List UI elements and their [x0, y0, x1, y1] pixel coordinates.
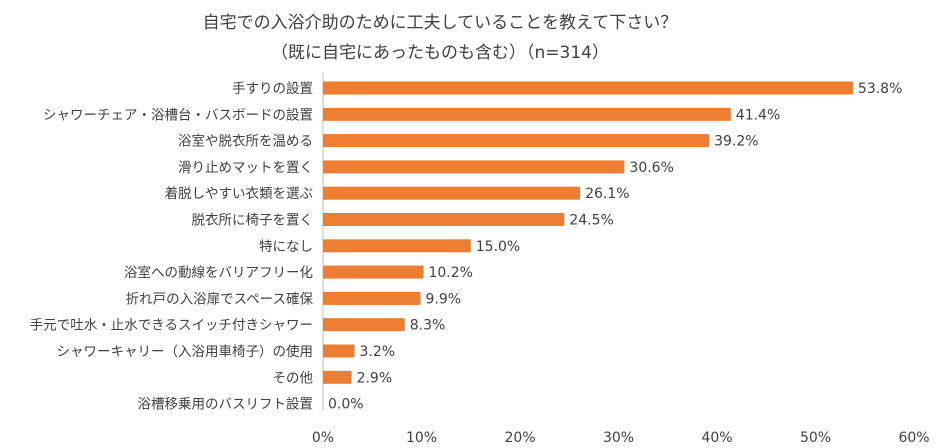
- chart-subtitle: （既に自宅にあったものも含む）（n=314）: [271, 43, 609, 63]
- category-label: 手元で吐水・止水できるスイッチ付きシャワー: [30, 318, 313, 334]
- category-label: 特になし: [259, 239, 313, 255]
- bar: [323, 134, 710, 148]
- category-label: その他: [273, 370, 314, 386]
- value-label: 9.9%: [426, 291, 462, 307]
- x-tick-label: 20%: [504, 430, 535, 446]
- bar: [323, 318, 405, 332]
- value-label: 2.9%: [357, 370, 393, 386]
- x-tick-label: 60%: [898, 430, 929, 446]
- value-label: 24.5%: [569, 213, 613, 229]
- category-label: 浴槽移乗用のバスリフト設置: [138, 397, 314, 413]
- value-label: 39.2%: [714, 134, 758, 150]
- chart-title: 自宅での入浴介助のために工夫していることを教えて下さい？: [202, 13, 678, 33]
- value-label: 53.8%: [858, 81, 902, 97]
- value-label: 0.0%: [328, 397, 364, 413]
- value-label: 30.6%: [629, 160, 673, 176]
- category-label: 滑り止めマットを置く: [178, 160, 313, 176]
- category-label: シャワーキャリー（入浴用車椅子）の使用: [57, 343, 314, 360]
- x-tick-label: 40%: [701, 430, 732, 446]
- bar: [323, 81, 853, 95]
- x-tick-label: 50%: [800, 430, 831, 446]
- x-tick-label: 0%: [312, 430, 334, 446]
- bar: [323, 213, 565, 226]
- bar: [323, 239, 471, 253]
- category-label: 脱衣所に椅子を置く: [192, 213, 314, 229]
- value-label: 10.2%: [428, 265, 472, 281]
- category-label: 折れ戸の入浴扉でスペース確保: [126, 291, 314, 307]
- bar: [323, 186, 581, 200]
- category-label: 手すりの設置: [232, 81, 313, 97]
- value-label: 8.3%: [410, 318, 446, 334]
- category-label: 浴室への動線をバリアフリー化: [124, 264, 313, 281]
- value-label: 15.0%: [476, 239, 520, 255]
- value-label: 26.1%: [585, 186, 629, 202]
- value-label: 41.4%: [736, 107, 780, 123]
- bar: [323, 291, 421, 305]
- bar: [323, 107, 731, 121]
- x-tick-label: 10%: [406, 430, 437, 446]
- value-label: 3.2%: [360, 344, 396, 360]
- bar: [323, 265, 424, 279]
- bar: [323, 160, 625, 174]
- category-label: シャワーチェア・浴槽台・バスボードの設置: [43, 107, 313, 123]
- bar: [323, 344, 355, 358]
- x-tick-label: 30%: [603, 430, 634, 446]
- category-label: 着脱しやすい衣類を選ぶ: [165, 185, 313, 202]
- bar: [323, 370, 352, 384]
- category-label: 浴室や脱衣所を温める: [178, 133, 313, 150]
